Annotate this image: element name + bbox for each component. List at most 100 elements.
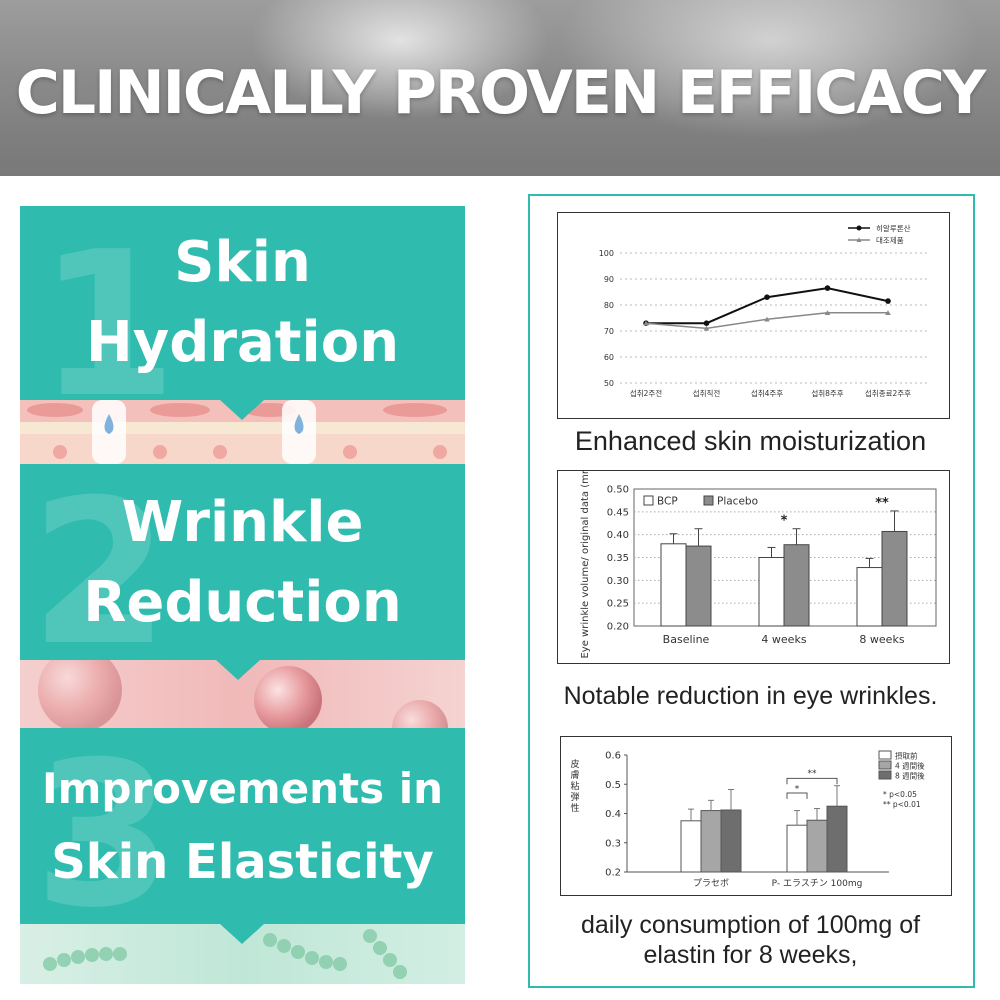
hydration-line-chart: 50 60 70 80 90 100 섭취2주전 섭취직전 섭취4주후 섭취8주후 섭취종료2주후 히… bbox=[599, 223, 928, 398]
significance-mark: * bbox=[795, 785, 800, 795]
y-tick-label: 50 bbox=[604, 379, 614, 388]
collagen-spheres-graphic bbox=[38, 660, 448, 728]
section-hydration: 1 Skin Hydration bbox=[20, 206, 465, 400]
significance-note: ** p<0.01 bbox=[883, 800, 921, 809]
legend-swatch bbox=[878, 770, 892, 780]
section-pointer bbox=[220, 924, 264, 944]
skin-cells-graphic bbox=[20, 400, 465, 464]
y-axis-label: Eye wrinkle volume/ original data (mm³) bbox=[580, 471, 591, 659]
x-tick-label: 섭취8주후 bbox=[811, 388, 843, 398]
chart-wrinkle: 0.20 0.25 0.30 0.35 0.40 0.45 0.50 Eye wrinkle … bbox=[557, 456, 950, 664]
y-tick-label: 0.3 bbox=[605, 838, 621, 849]
y-axis-label-char: 皮 bbox=[570, 758, 579, 770]
data-point bbox=[764, 316, 770, 322]
caption-wrinkle: Notable reduction in eye wrinkles. bbox=[563, 682, 938, 710]
x-tick-label: 섭취직전 bbox=[693, 388, 721, 398]
bar bbox=[786, 824, 808, 873]
significance-mark: ** bbox=[808, 769, 818, 779]
y-tick-label: 0.5 bbox=[605, 780, 621, 791]
bar bbox=[680, 820, 702, 873]
x-tick-label: P- エラスチン 100mg bbox=[772, 878, 863, 889]
elastin-illustration bbox=[20, 924, 465, 984]
x-tick-label: 섭취종료2주후 bbox=[865, 388, 911, 398]
y-tick-label: 60 bbox=[604, 353, 614, 362]
x-tick-label: 섭취4주후 bbox=[751, 388, 783, 398]
x-tick-label: Baseline bbox=[663, 633, 710, 646]
chart-elasticity: 0.2 0.3 0.4 0.5 0.6 皮膚粘弾性プラセボ P- エラスチン 100mg * *… bbox=[560, 736, 952, 896]
elastin-beads-graphic bbox=[43, 929, 407, 979]
significance-mark: * bbox=[781, 514, 788, 529]
legend-label: BCP bbox=[657, 496, 678, 508]
x-tick-label: プラセボ bbox=[693, 878, 729, 889]
section-wrinkle: 2 Wrinkle Reduction bbox=[20, 464, 465, 660]
bar bbox=[660, 543, 687, 627]
header-banner: CLINICALLY PROVEN EFFICACY bbox=[0, 0, 1000, 176]
legend-marker bbox=[856, 225, 862, 231]
bar bbox=[826, 805, 848, 873]
section-title-line2: Hydration bbox=[85, 310, 400, 375]
section-number: 1 bbox=[38, 209, 178, 401]
wrinkle-bar-chart: 0.20 0.25 0.30 0.35 0.40 0.45 0.50 Eye wrinkle … bbox=[580, 456, 937, 659]
data-point bbox=[703, 320, 710, 326]
caption-elasticity: daily consumption of 100mg of elastin fo… bbox=[530, 910, 971, 970]
y-tick-label: 0.4 bbox=[605, 809, 621, 820]
caption-hydration: Enhanced skin moisturization bbox=[574, 426, 927, 456]
bar bbox=[783, 544, 810, 627]
y-tick-label: 0.50 bbox=[607, 485, 629, 496]
y-axis-label-char: 弾 bbox=[570, 791, 579, 803]
bar bbox=[685, 545, 712, 627]
legend-swatch bbox=[878, 750, 892, 760]
legend-swatch bbox=[643, 495, 654, 506]
y-tick-label: 0.40 bbox=[607, 530, 629, 541]
collagen-illustration bbox=[20, 660, 465, 728]
section-pointer bbox=[220, 400, 264, 420]
y-tick-label: 100 bbox=[599, 249, 614, 258]
section-title-line1: Skin bbox=[174, 230, 311, 295]
section-title-line1: Improvements in bbox=[41, 764, 444, 813]
legend-label: 摂取前 bbox=[895, 751, 918, 761]
bar bbox=[856, 567, 883, 627]
significance-mark: ** bbox=[875, 496, 889, 511]
legend-marker bbox=[856, 237, 862, 242]
data-point bbox=[764, 294, 770, 300]
legend-swatch bbox=[703, 495, 714, 506]
caption-elasticity-line2: elastin for 8 weeks, bbox=[643, 941, 858, 969]
x-tick-label: 8 weeks bbox=[859, 633, 904, 646]
y-tick-label: 70 bbox=[604, 327, 614, 336]
y-tick-label: 0.35 bbox=[607, 553, 629, 564]
legend-label: Placebo bbox=[717, 496, 758, 508]
bar bbox=[720, 809, 742, 873]
section-elasticity: 3 Improvements in Skin Elasticity bbox=[20, 728, 465, 924]
y-tick-label: 0.25 bbox=[607, 599, 629, 610]
y-tick-label: 0.6 bbox=[605, 751, 621, 762]
section-pointer bbox=[216, 660, 260, 680]
bar bbox=[881, 530, 908, 627]
data-point bbox=[703, 325, 710, 331]
y-axis-label-char: 性 bbox=[570, 802, 579, 814]
legend-label: 8 週間後 bbox=[895, 771, 925, 781]
bar bbox=[700, 810, 722, 873]
section-title-line2: Reduction bbox=[83, 570, 402, 635]
y-tick-label: 0.20 bbox=[607, 622, 629, 633]
caption-elasticity-line1: daily consumption of 100mg of bbox=[580, 911, 921, 939]
x-tick-label: 섭취2주전 bbox=[630, 388, 662, 398]
data-point bbox=[885, 310, 891, 315]
legend-label: 히알루론산 bbox=[876, 223, 911, 233]
skin-hydration-illustration bbox=[20, 400, 465, 464]
page-title: CLINICALLY PROVEN EFFICACY bbox=[15, 58, 986, 128]
legend-swatch bbox=[878, 760, 892, 770]
y-tick-label: 0.30 bbox=[607, 576, 629, 587]
y-tick-label: 80 bbox=[604, 301, 614, 310]
significance-note: * p<0.05 bbox=[883, 790, 917, 799]
chart-hydration: 50 60 70 80 90 100 섭취2주전 섭취직전 섭취4주후 섭취8주후 섭취종료2주후 히… bbox=[557, 212, 950, 419]
data-point bbox=[885, 298, 891, 304]
significance-bracket bbox=[786, 777, 838, 785]
legend-label: 4 週間後 bbox=[895, 761, 925, 771]
y-axis-label-char: 粘 bbox=[570, 780, 579, 792]
significance-bracket bbox=[786, 792, 808, 799]
data-point bbox=[643, 320, 649, 326]
y-tick-label: 0.45 bbox=[607, 507, 629, 518]
section-number: 3 bbox=[34, 728, 174, 925]
section-title-line1: Wrinkle bbox=[121, 490, 364, 555]
